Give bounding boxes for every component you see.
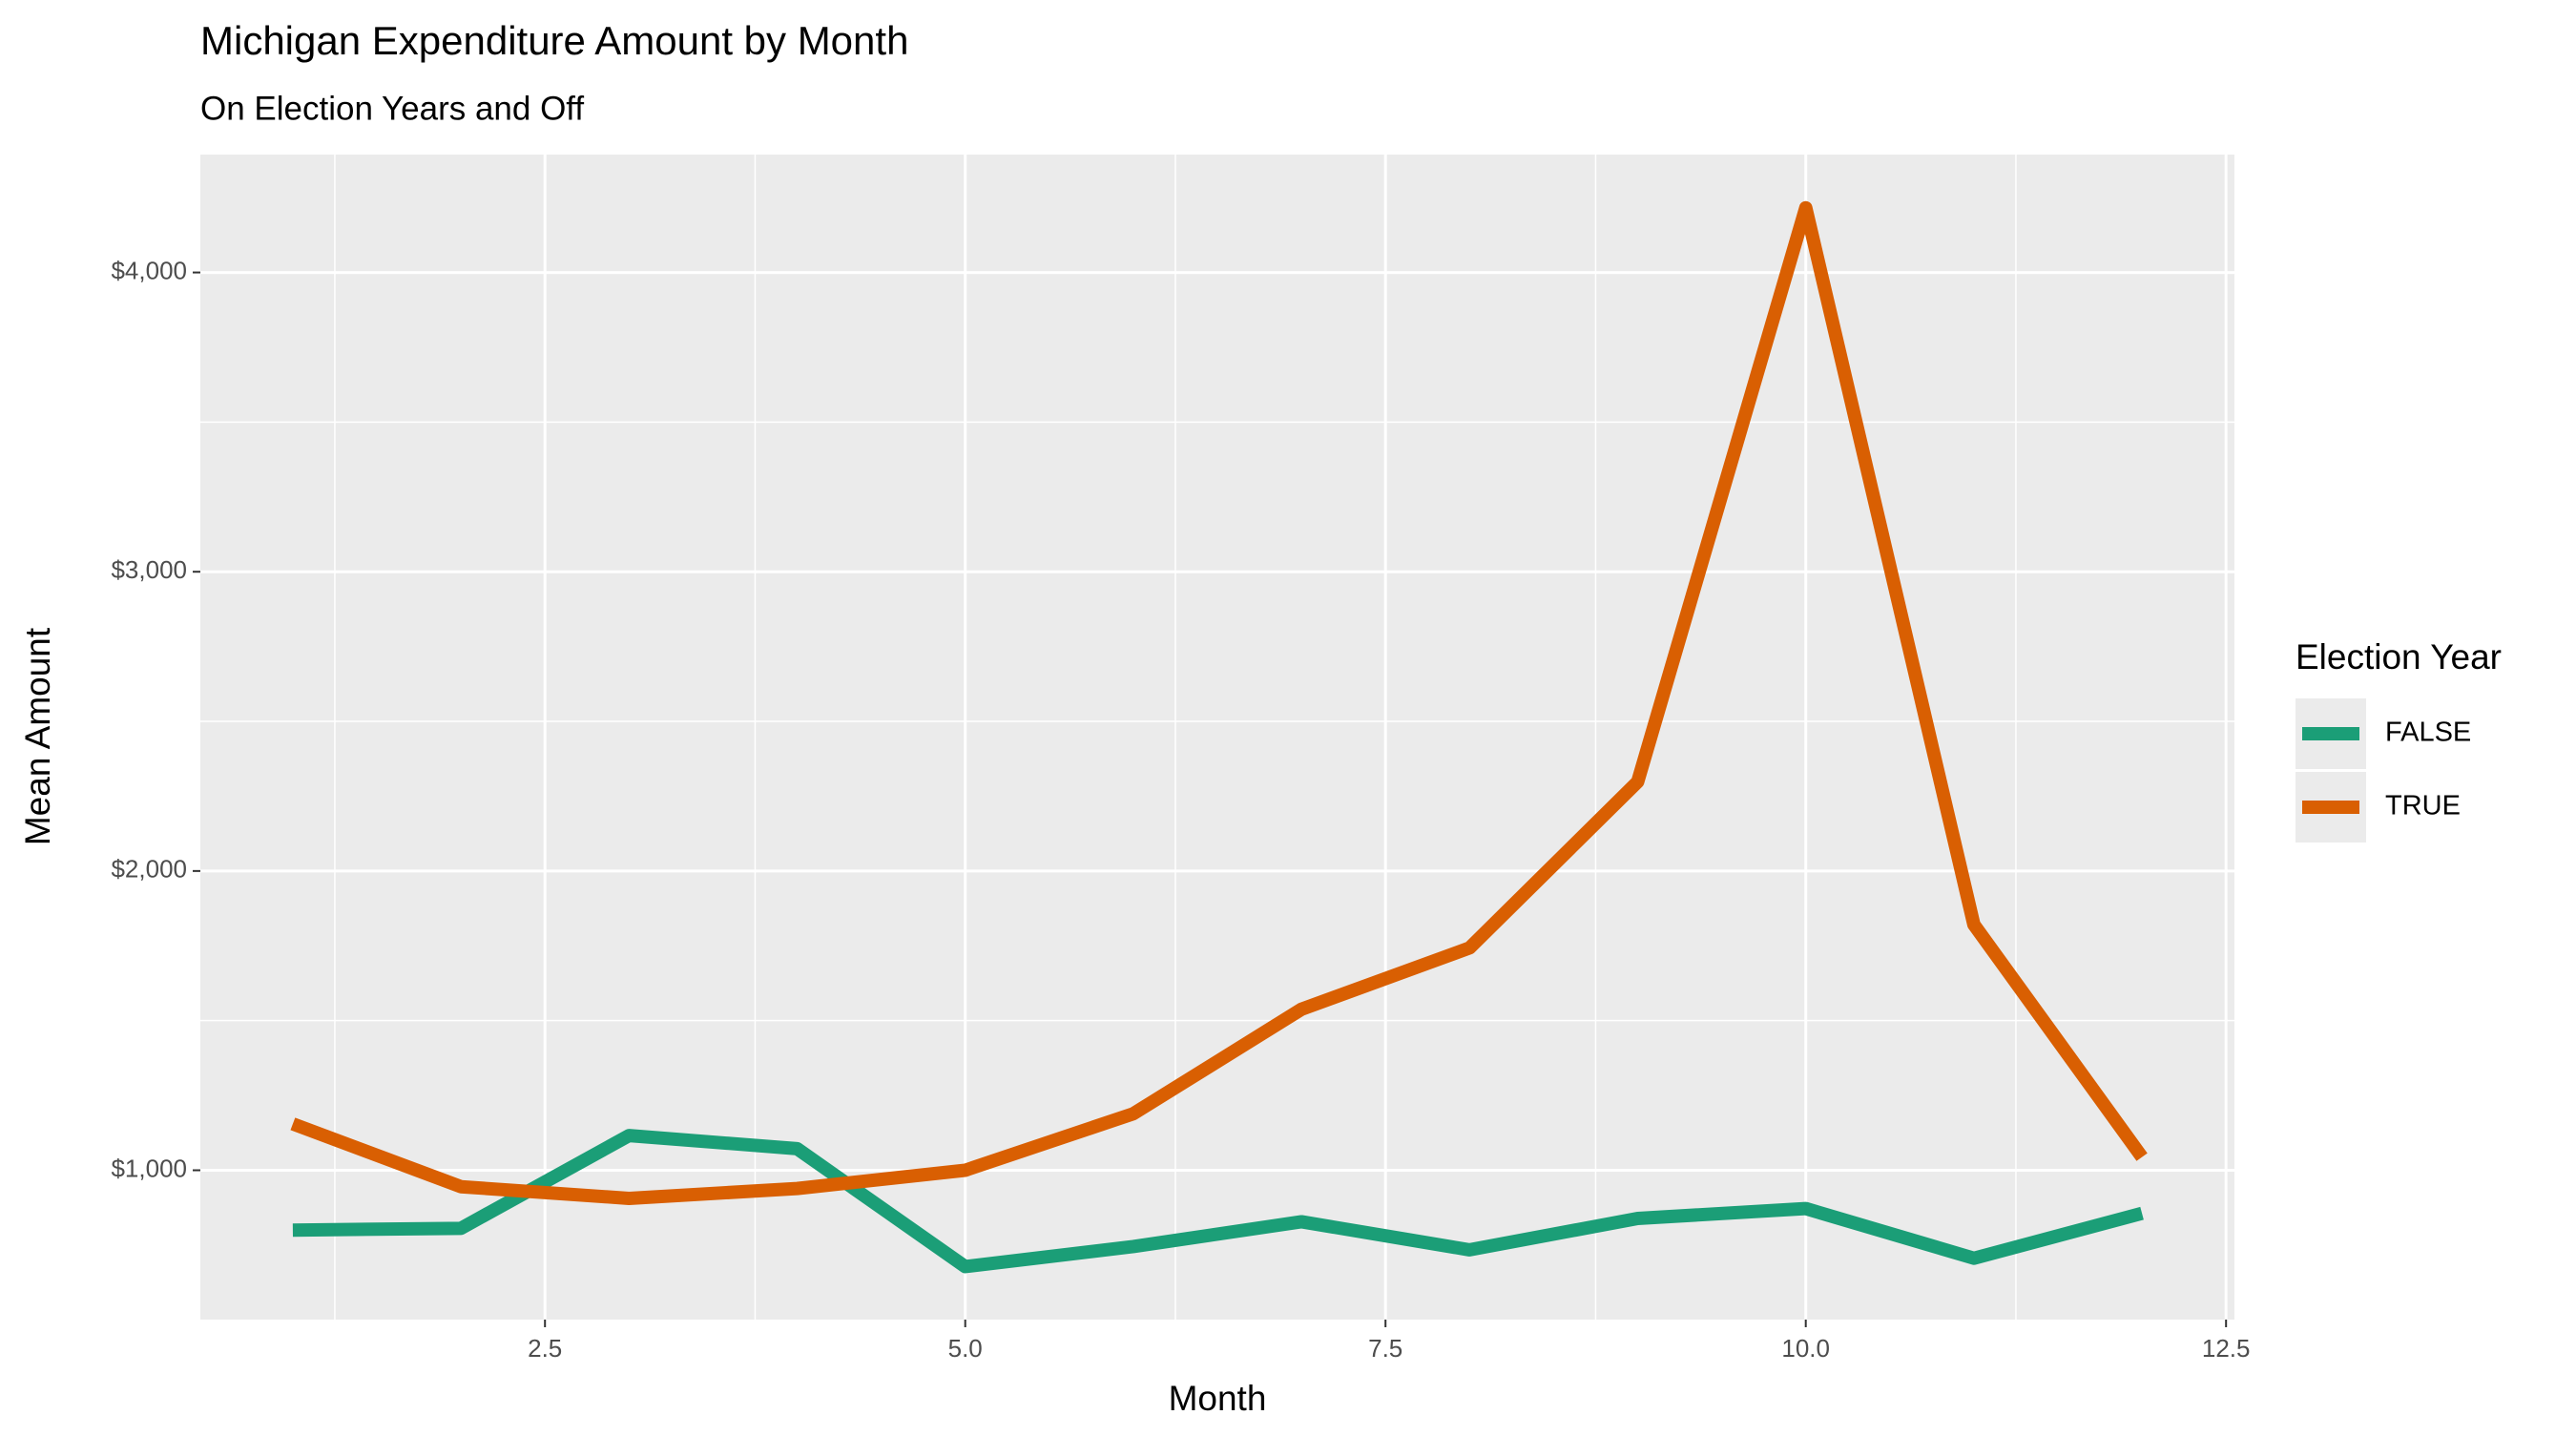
x-tick-label: 5.0: [948, 1334, 983, 1363]
x-tick-label: 7.5: [1368, 1334, 1402, 1363]
x-tick-label: 2.5: [528, 1334, 562, 1363]
legend-label: TRUE: [2385, 791, 2461, 822]
legend-title: Election Year: [2296, 637, 2502, 676]
x-tick-label: 10.0: [1781, 1334, 1830, 1363]
x-axis-title: Month: [1169, 1379, 1267, 1418]
y-axis-title: Mean Amount: [18, 627, 57, 845]
y-tick-label: $2,000: [111, 855, 187, 884]
plot-panel: [200, 155, 2234, 1320]
y-tick-label: $3,000: [111, 555, 187, 584]
series-line: [292, 1129, 2144, 1274]
chart-title: Michigan Expenditure Amount by Month: [200, 18, 908, 63]
legend-label: FALSE: [2385, 718, 2471, 748]
y-tick-label: $1,000: [111, 1154, 187, 1182]
chart-subtitle: On Election Years and Off: [200, 90, 584, 127]
y-tick-label: $4,000: [111, 256, 187, 284]
x-tick-label: 12.5: [2202, 1334, 2251, 1363]
series-line: [290, 200, 2148, 1205]
